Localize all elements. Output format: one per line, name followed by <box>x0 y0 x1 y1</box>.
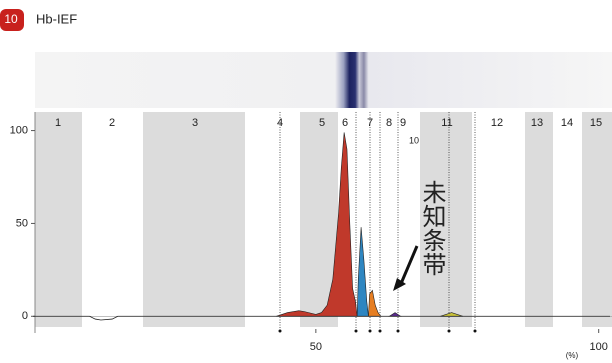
zone-label: 3 <box>192 117 198 129</box>
badge-text: 10 <box>4 12 18 26</box>
zone-label: 8 <box>386 117 392 129</box>
zone-stripe <box>143 112 245 327</box>
zone-marker <box>279 330 282 333</box>
annotation: 未知条带 <box>418 180 446 276</box>
y-tick-label: 0 <box>22 310 28 322</box>
zone-marker <box>397 330 400 333</box>
zone-label: 9 <box>400 117 406 129</box>
zone-stripe <box>35 112 82 327</box>
zone-marker <box>474 330 477 333</box>
zone-label: 13 <box>531 117 543 129</box>
gel-strip <box>35 52 612 108</box>
y-tick-label: 100 <box>10 124 28 136</box>
zone-label: 10 <box>409 135 419 145</box>
zone-label: 5 <box>319 117 325 129</box>
zone-marker <box>448 330 451 333</box>
zone-label: 12 <box>491 117 503 129</box>
y-tick-label: 50 <box>16 217 28 229</box>
screen: 10 Hb-IEF 123456789101112131415 05010050… <box>0 0 612 363</box>
x-tick-label: 100 <box>590 341 608 353</box>
zone-label: 1 <box>55 117 61 129</box>
zone-marker <box>355 330 358 333</box>
zone-label: 14 <box>561 117 573 129</box>
zone-label: 11 <box>441 117 452 129</box>
zone-stripe <box>582 112 612 327</box>
zone-marker <box>379 330 382 333</box>
x-tick-label: 50 <box>310 341 322 353</box>
zone-stripe <box>525 112 553 327</box>
zone-label: 15 <box>590 117 602 129</box>
x-axis-label: (%) <box>566 351 579 360</box>
zone-label: 6 <box>342 117 348 129</box>
panel-title: Hb-IEF <box>36 11 77 26</box>
zone-label: 2 <box>109 117 115 129</box>
zone-marker <box>369 330 372 333</box>
